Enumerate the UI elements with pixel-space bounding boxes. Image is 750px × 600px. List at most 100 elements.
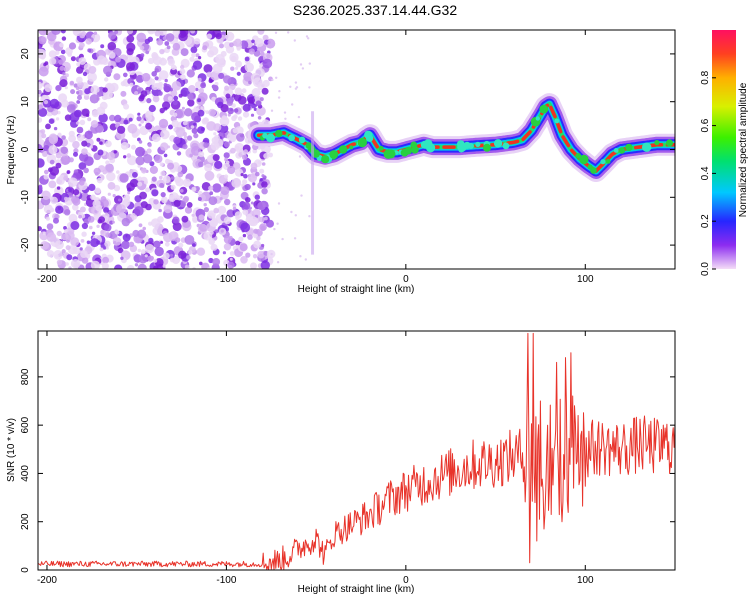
noise-blob bbox=[60, 99, 69, 108]
noise-blob bbox=[139, 191, 148, 200]
noise-blob bbox=[140, 119, 145, 124]
noise-blob bbox=[56, 259, 63, 265]
noise-blob bbox=[170, 184, 176, 190]
noise-blob bbox=[82, 71, 88, 77]
noise-blob bbox=[139, 45, 145, 51]
noise-blob bbox=[107, 83, 111, 87]
noise-blob bbox=[253, 107, 257, 111]
noise-blob bbox=[92, 199, 101, 208]
noise-blob bbox=[235, 240, 241, 246]
ridge-blob bbox=[665, 139, 674, 147]
noise-blob bbox=[90, 85, 100, 95]
noise-blob bbox=[180, 189, 184, 193]
noise-blob bbox=[109, 114, 116, 122]
noise-blob bbox=[142, 154, 153, 164]
noise-blob bbox=[200, 82, 207, 89]
noise-blob bbox=[45, 123, 51, 130]
noise-blob bbox=[96, 137, 101, 142]
noise-blob bbox=[232, 128, 238, 134]
noise-blob bbox=[59, 65, 65, 71]
noise-blob bbox=[38, 104, 43, 110]
noise-blob bbox=[75, 121, 80, 125]
noise-blob bbox=[248, 173, 257, 183]
noise-blob bbox=[87, 48, 92, 53]
noise-blob bbox=[242, 233, 247, 238]
noise-blob bbox=[163, 252, 170, 260]
noise-blob bbox=[222, 251, 226, 255]
noise-blob bbox=[38, 51, 47, 60]
noise-blob bbox=[123, 194, 131, 202]
noise-blob bbox=[56, 186, 61, 190]
noise-blob bbox=[259, 168, 265, 174]
noise-blob bbox=[166, 45, 171, 50]
noise-blob bbox=[55, 50, 60, 55]
noise-blob bbox=[275, 76, 278, 80]
ridge-blob bbox=[349, 145, 354, 150]
noise-blob bbox=[174, 237, 181, 243]
noise-blob bbox=[181, 215, 189, 223]
noise-blob bbox=[201, 262, 210, 269]
noise-blob bbox=[307, 37, 310, 40]
noise-blob bbox=[40, 241, 50, 250]
noise-blob bbox=[178, 93, 183, 98]
noise-blob bbox=[88, 66, 97, 74]
noise-blob bbox=[141, 72, 151, 82]
noise-blob bbox=[199, 261, 203, 266]
noise-blob bbox=[248, 80, 252, 85]
noise-blob bbox=[308, 215, 311, 218]
noise-blob bbox=[293, 237, 297, 240]
noise-blob bbox=[236, 133, 245, 142]
y-tick-label: -10 bbox=[20, 190, 31, 205]
noise-blob bbox=[234, 142, 245, 153]
noise-blob bbox=[147, 255, 154, 262]
noise-blob bbox=[189, 56, 195, 62]
noise-blob bbox=[137, 176, 142, 181]
noise-blob bbox=[46, 250, 55, 258]
noise-blob bbox=[214, 160, 223, 169]
noise-blob bbox=[80, 239, 85, 243]
noise-region bbox=[38, 30, 313, 269]
noise-blob bbox=[151, 176, 157, 182]
noise-blob bbox=[153, 199, 159, 205]
noise-blob bbox=[208, 196, 218, 206]
noise-blob bbox=[267, 40, 271, 45]
noise-blob bbox=[238, 236, 244, 242]
noise-blob bbox=[178, 242, 184, 248]
noise-blob bbox=[197, 77, 202, 82]
noise-blob bbox=[105, 160, 110, 165]
noise-blob bbox=[188, 85, 196, 93]
noise-blob bbox=[173, 95, 179, 101]
noise-blob bbox=[129, 82, 134, 87]
noise-blob bbox=[41, 133, 47, 139]
noise-blob bbox=[165, 33, 175, 42]
noise-blob bbox=[61, 30, 66, 34]
noise-blob bbox=[172, 112, 178, 118]
noise-blob bbox=[191, 145, 201, 156]
snr-series-line bbox=[38, 332, 675, 570]
noise-blob bbox=[294, 214, 297, 217]
noise-blob bbox=[184, 235, 195, 245]
noise-blob bbox=[79, 32, 86, 39]
noise-blob bbox=[230, 55, 237, 62]
noise-blob bbox=[225, 31, 235, 42]
noise-blob bbox=[73, 247, 81, 255]
noise-blob bbox=[104, 240, 111, 247]
noise-blob bbox=[107, 192, 111, 196]
ridge-blob bbox=[493, 139, 503, 148]
noise-blob bbox=[81, 140, 88, 147]
noise-blob bbox=[70, 221, 80, 230]
noise-blob bbox=[44, 84, 53, 93]
noise-blob bbox=[107, 182, 116, 190]
noise-blob bbox=[61, 135, 66, 140]
noise-blob bbox=[187, 99, 195, 107]
noise-blob bbox=[174, 195, 181, 201]
noise-blob bbox=[251, 39, 255, 44]
noise-blob bbox=[153, 240, 161, 248]
noise-blob bbox=[204, 163, 213, 172]
noise-blob bbox=[55, 117, 60, 121]
noise-blob bbox=[49, 159, 55, 165]
noise-blob bbox=[197, 197, 202, 201]
x-tick-label: -200 bbox=[37, 575, 57, 586]
noise-blob bbox=[223, 243, 232, 251]
ridge-blob bbox=[378, 145, 384, 151]
